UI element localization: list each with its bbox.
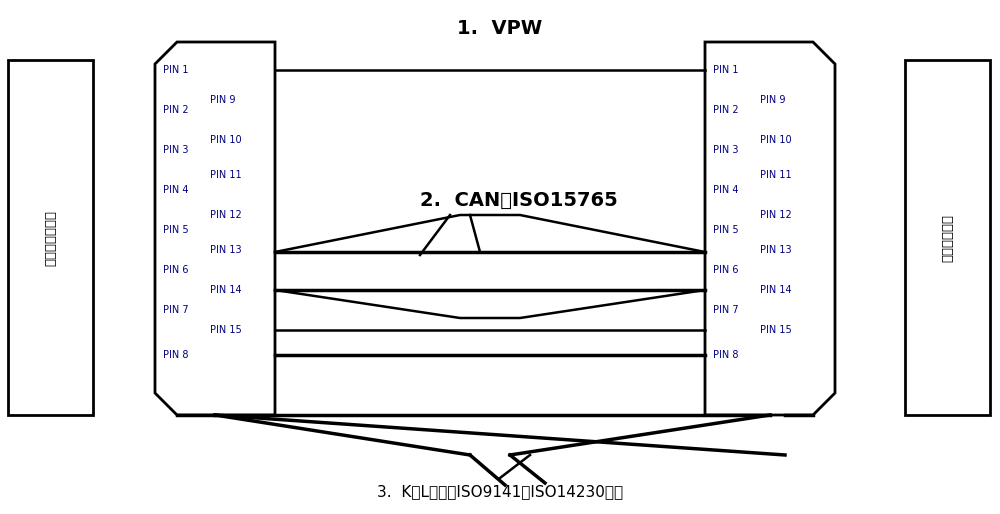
Text: PIN 14: PIN 14	[760, 285, 792, 295]
Text: 1.  VPW: 1. VPW	[457, 19, 543, 38]
Text: 2.  CAN、ISO15765: 2. CAN、ISO15765	[420, 191, 618, 210]
Text: 诊断仔内连接器: 诊断仔内连接器	[44, 210, 57, 266]
Text: PIN 15: PIN 15	[760, 325, 792, 335]
Text: PIN 11: PIN 11	[210, 170, 242, 180]
Text: PIN 4: PIN 4	[163, 185, 188, 195]
Polygon shape	[705, 42, 835, 415]
Text: PIN 7: PIN 7	[713, 305, 739, 315]
Text: PIN 3: PIN 3	[163, 145, 188, 155]
Bar	[905, 60, 990, 415]
Text: PIN 6: PIN 6	[713, 265, 738, 275]
Text: PIN 15: PIN 15	[210, 325, 242, 335]
Text: PIN 6: PIN 6	[163, 265, 188, 275]
Text: PIN 10: PIN 10	[760, 135, 792, 145]
Text: PIN 8: PIN 8	[713, 350, 738, 360]
Text: PIN 9: PIN 9	[760, 95, 786, 105]
Text: PIN 5: PIN 5	[713, 225, 739, 235]
Text: PIN 13: PIN 13	[760, 245, 792, 255]
Text: PIN 11: PIN 11	[760, 170, 792, 180]
Text: PIN 12: PIN 12	[210, 210, 242, 220]
Text: PIN 1: PIN 1	[713, 65, 738, 75]
Text: PIN 12: PIN 12	[760, 210, 792, 220]
Text: PIN 7: PIN 7	[163, 305, 189, 315]
Text: PIN 9: PIN 9	[210, 95, 236, 105]
Bar	[8, 60, 93, 415]
Text: PIN 2: PIN 2	[163, 105, 189, 115]
Text: PIN 14: PIN 14	[210, 285, 242, 295]
Text: PIN 4: PIN 4	[713, 185, 738, 195]
Text: PIN 2: PIN 2	[713, 105, 739, 115]
Text: PIN 10: PIN 10	[210, 135, 242, 145]
Text: PIN 1: PIN 1	[163, 65, 188, 75]
Text: PIN 8: PIN 8	[163, 350, 188, 360]
Polygon shape	[155, 42, 275, 415]
Text: PIN 3: PIN 3	[713, 145, 738, 155]
Text: 3.  K、L线路（ISO9141、ISO14230等）: 3. K、L线路（ISO9141、ISO14230等）	[377, 485, 623, 500]
Text: PIN 13: PIN 13	[210, 245, 242, 255]
Text: PIN 5: PIN 5	[163, 225, 189, 235]
Text: 被试车辆接口: 被试车辆接口	[941, 213, 954, 262]
